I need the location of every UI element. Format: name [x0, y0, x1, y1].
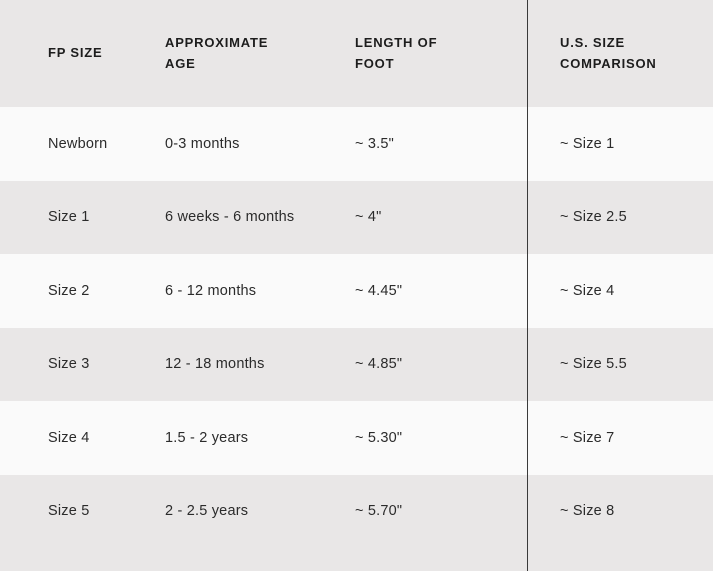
cell-fp-size: Newborn — [48, 135, 108, 152]
cell-us-size-comparison: ~ Size 2.5 — [560, 209, 627, 226]
cell-approximate-age: 0-3 months — [165, 135, 240, 152]
header-length-of-foot: LENGTH OF FOOT — [355, 33, 560, 75]
cell-fp-size: Size 1 — [48, 209, 90, 226]
cell-length-of-foot: ~ 4" — [355, 209, 382, 226]
cell-fp-size: Size 5 — [48, 503, 90, 520]
table-row: Size 5 2 - 2.5 years ~ 5.70" ~ Size 8 — [0, 475, 713, 549]
cell-us-size-comparison: ~ Size 8 — [560, 503, 615, 520]
table-row: Size 4 1.5 - 2 years ~ 5.30" ~ Size 7 — [0, 401, 713, 475]
cell-fp-size: Size 4 — [48, 429, 90, 446]
cell-length-of-foot: ~ 5.70" — [355, 503, 403, 520]
header-us-size-comparison: U.S. SIZE COMPARISON — [560, 33, 713, 75]
cell-length-of-foot: ~ 4.45" — [355, 282, 403, 299]
cell-fp-size: Size 2 — [48, 282, 90, 299]
cell-approximate-age: 2 - 2.5 years — [165, 503, 249, 520]
cell-us-size-comparison: ~ Size 5.5 — [560, 356, 627, 373]
cell-length-of-foot: ~ 3.5" — [355, 135, 395, 152]
table-row: Size 2 6 - 12 months ~ 4.45" ~ Size 4 — [0, 254, 713, 328]
cell-us-size-comparison: ~ Size 4 — [560, 282, 615, 299]
cell-length-of-foot: ~ 4.85" — [355, 356, 403, 373]
table-body: Newborn 0-3 months ~ 3.5" ~ Size 1 Size … — [0, 107, 713, 548]
header-us-size-comparison-label: U.S. SIZE COMPARISON — [560, 34, 657, 71]
table-row: Size 3 12 - 18 months ~ 4.85" ~ Size 5.5 — [0, 328, 713, 402]
table-row: Size 1 6 weeks - 6 months ~ 4" ~ Size 2.… — [0, 181, 713, 255]
cell-fp-size: Size 3 — [48, 356, 90, 373]
header-approximate-age: APPROXIMATE AGE — [165, 33, 355, 75]
column-divider-line — [527, 0, 528, 571]
header-fp-size: FP SIZE — [48, 43, 165, 64]
cell-approximate-age: 6 - 12 months — [165, 282, 257, 299]
header-fp-size-label: FP SIZE — [48, 45, 103, 61]
table-header-row: FP SIZE APPROXIMATE AGE LENGTH OF FOOT U… — [0, 0, 713, 107]
header-length-of-foot-label: LENGTH OF FOOT — [355, 34, 438, 71]
cell-length-of-foot: ~ 5.30" — [355, 429, 403, 446]
header-approximate-age-label: APPROXIMATE AGE — [165, 34, 269, 71]
cell-approximate-age: 6 weeks - 6 months — [165, 209, 295, 226]
cell-us-size-comparison: ~ Size 7 — [560, 429, 615, 446]
cell-us-size-comparison: ~ Size 1 — [560, 135, 615, 152]
table-row: Newborn 0-3 months ~ 3.5" ~ Size 1 — [0, 107, 713, 181]
cell-approximate-age: 12 - 18 months — [165, 356, 265, 373]
cell-approximate-age: 1.5 - 2 years — [165, 429, 249, 446]
